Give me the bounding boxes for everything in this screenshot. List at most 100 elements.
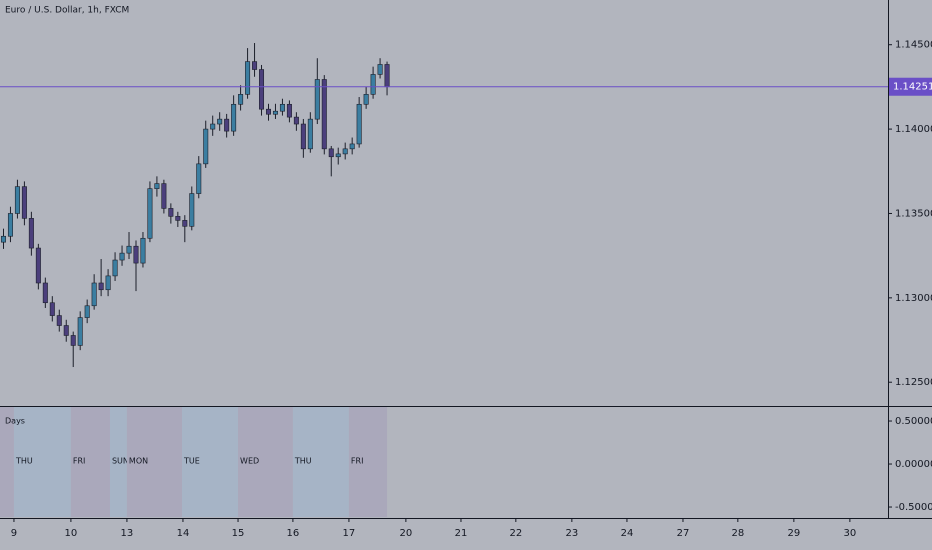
candle-body — [119, 252, 125, 261]
x-tick-label: 15 — [232, 528, 245, 539]
candle-body — [314, 79, 320, 120]
x-tick-label: 29 — [787, 528, 800, 539]
candle-body — [370, 74, 376, 95]
candle-body — [356, 103, 362, 145]
candle-body — [286, 103, 292, 118]
candle-body — [77, 317, 83, 346]
candle-body — [238, 94, 244, 105]
x-tick-label: 13 — [121, 528, 134, 539]
y-tick-label: 1.13000 — [895, 293, 932, 304]
candle-body — [49, 302, 55, 316]
candle-body — [189, 193, 195, 227]
last-price-label: 1.14251 — [893, 82, 932, 93]
candle-body — [70, 335, 76, 346]
candle-body — [182, 220, 188, 227]
candle-body — [91, 282, 97, 307]
candle-body — [196, 163, 202, 194]
candle-body — [217, 118, 223, 125]
candle-body — [161, 183, 167, 209]
candle-body — [14, 186, 20, 214]
x-tick-label: 30 — [844, 528, 857, 539]
symbol-title: Euro / U.S. Dollar, 1h, FXCM — [5, 6, 129, 16]
day-band — [182, 407, 239, 517]
x-tick-label: 22 — [509, 528, 522, 539]
candle-body — [342, 148, 348, 155]
last-price-tag — [889, 77, 932, 96]
candle-body — [147, 188, 153, 239]
candle-body — [154, 183, 160, 189]
candle-body — [28, 218, 34, 249]
day-label: THU — [294, 457, 312, 466]
x-tick-label: 16 — [287, 528, 300, 539]
candle-body — [279, 103, 285, 112]
candle-body — [126, 245, 132, 254]
x-tick-label: 27 — [677, 528, 690, 539]
candle-body — [265, 108, 271, 115]
y-tick-label: 1.14500 — [895, 40, 932, 51]
day-label: FRI — [73, 457, 86, 466]
day-band — [292, 407, 349, 517]
x-tick-label: 14 — [177, 528, 190, 539]
candle-body — [377, 64, 383, 75]
candle-body — [231, 103, 237, 132]
candle-body — [168, 208, 174, 217]
candle-body — [98, 282, 104, 291]
pane-title: Days — [5, 417, 25, 426]
y-tick-label: 1.14000 — [895, 124, 932, 135]
candle-body — [384, 64, 390, 88]
candle-body — [300, 123, 306, 150]
x-tick-label: 21 — [455, 528, 468, 539]
y-tick-label: 1.12500 — [895, 377, 932, 388]
candle-body — [7, 213, 13, 237]
candle-body — [349, 143, 355, 150]
candle-body — [321, 79, 327, 150]
candle-body — [363, 94, 369, 105]
candle-body — [0, 235, 6, 243]
candle-body — [335, 153, 341, 158]
candle-body — [112, 259, 118, 277]
candle-body — [210, 123, 216, 130]
candle-body — [224, 118, 230, 132]
day-label: THU — [15, 457, 33, 466]
day-label: MON — [129, 457, 148, 466]
candle-body — [35, 247, 41, 284]
candle-body — [63, 325, 69, 336]
day-band — [238, 407, 293, 517]
candle-body — [203, 128, 209, 165]
candle-body — [272, 110, 278, 115]
day-band — [70, 407, 110, 517]
day-band — [126, 407, 183, 517]
candle-body — [175, 216, 181, 221]
x-tick-label: 23 — [565, 528, 578, 539]
candle-body — [21, 186, 27, 219]
day-band — [13, 407, 71, 517]
day-label: FRI — [351, 457, 364, 466]
day-label: TUE — [183, 457, 200, 466]
candle-body — [307, 118, 313, 150]
y-tick-label: 1.13500 — [895, 208, 932, 219]
x-tick-label: 17 — [343, 528, 356, 539]
day-band — [0, 407, 14, 517]
candle-body — [105, 275, 111, 291]
candle-body — [140, 237, 146, 264]
candle-body — [293, 116, 299, 125]
day-label: SUN — [112, 457, 129, 466]
candle-body — [252, 61, 258, 70]
day-label: WED — [240, 457, 259, 466]
candle-body — [259, 69, 265, 110]
candle-body — [56, 315, 62, 326]
x-tick-label: 9 — [11, 528, 17, 539]
candle-body — [245, 61, 251, 95]
x-tick-label: 20 — [400, 528, 413, 539]
candle-body — [84, 305, 90, 318]
x-tick-label: 24 — [621, 528, 634, 539]
x-tick-label: 10 — [65, 528, 78, 539]
candle-body — [42, 282, 48, 304]
x-tick-label: 28 — [731, 528, 744, 539]
day-band — [348, 407, 388, 517]
day-band — [109, 407, 127, 517]
